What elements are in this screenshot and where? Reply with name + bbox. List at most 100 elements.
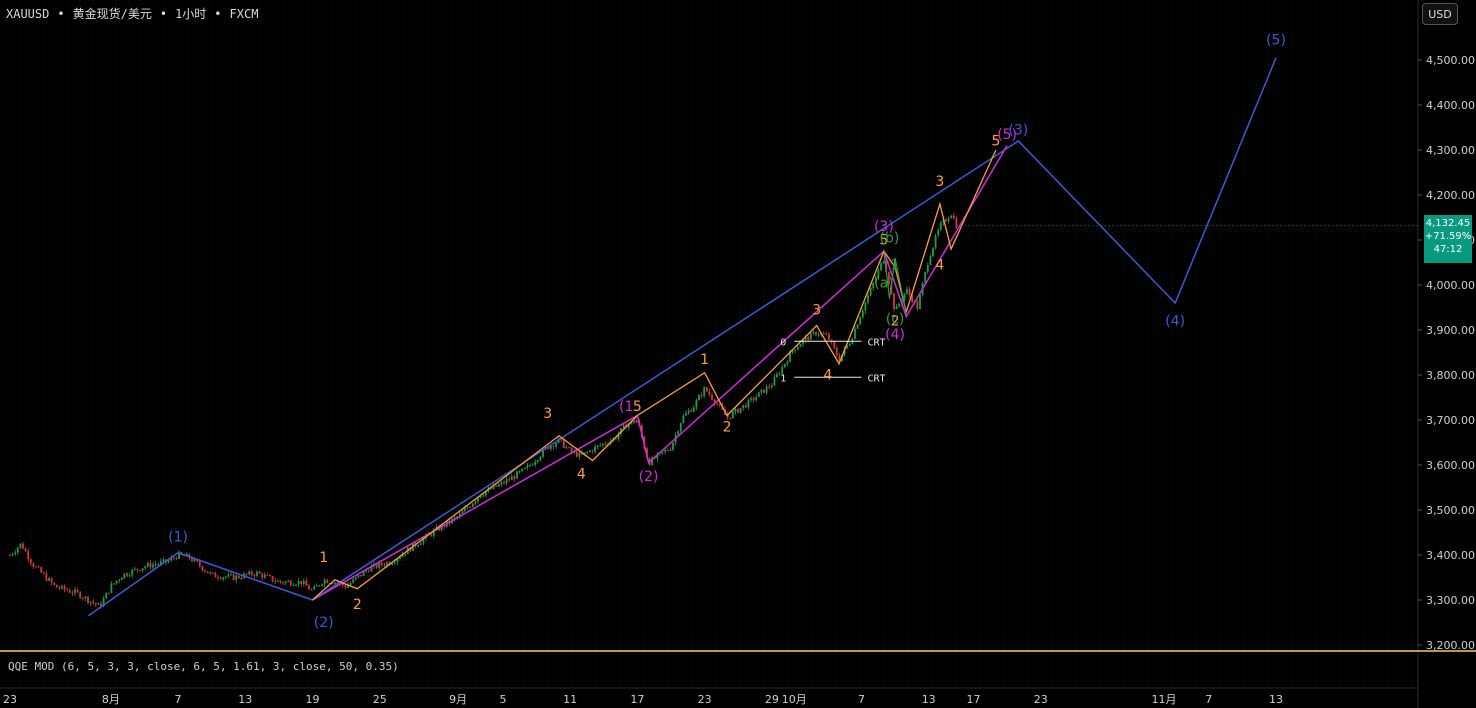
- candle-body: [292, 585, 295, 587]
- candle-body: [399, 557, 401, 559]
- wave-label: 4: [577, 467, 586, 483]
- candle-body: [781, 367, 784, 374]
- candle-body: [464, 508, 466, 512]
- candle-body: [297, 580, 300, 585]
- candle-body: [357, 575, 360, 578]
- candle-body: [916, 301, 919, 309]
- candle-body: [323, 579, 326, 585]
- x-tick-label: 23: [1034, 693, 1048, 706]
- y-tick-label: 4,400.00: [1426, 99, 1475, 112]
- candle-body: [89, 601, 92, 603]
- candle-body: [58, 587, 61, 589]
- crt-level-label: 0: [780, 337, 786, 348]
- candle-body: [682, 415, 685, 424]
- candle-body: [510, 476, 513, 480]
- candle-body: [302, 580, 305, 585]
- candle-body: [690, 410, 693, 412]
- candle-body: [799, 344, 802, 347]
- candle-body: [271, 575, 274, 582]
- candle-body: [274, 581, 277, 583]
- candle-body: [833, 341, 836, 348]
- candle-body: [596, 445, 599, 447]
- x-tick-label: 5: [499, 693, 506, 706]
- candle-body: [783, 364, 786, 368]
- candle-body: [237, 575, 240, 578]
- candle-body: [9, 555, 11, 556]
- candle-body: [146, 563, 149, 567]
- wave-label: (1): [168, 530, 188, 546]
- candle-body: [734, 408, 737, 412]
- candle-body: [334, 582, 336, 584]
- y-tick-label: 3,200.00: [1426, 639, 1475, 652]
- candle-body: [698, 395, 700, 401]
- price-change: +71.59%: [1424, 231, 1472, 242]
- wave-label: (a): [874, 275, 894, 291]
- bar-countdown: 47:12: [1433, 244, 1463, 255]
- candle-body: [531, 464, 534, 466]
- candle-body: [542, 449, 544, 457]
- candle-body: [461, 511, 464, 514]
- x-tick-label: 17: [630, 693, 644, 706]
- candle-body: [393, 562, 396, 564]
- candle-body: [924, 271, 927, 283]
- candle-body: [383, 565, 386, 567]
- candle-body: [835, 347, 838, 356]
- candle-body: [313, 586, 316, 590]
- candle-body: [159, 561, 162, 565]
- x-tick-label: 17: [967, 693, 981, 706]
- candle-body: [266, 574, 269, 576]
- candle-body: [867, 295, 869, 303]
- candle-body: [651, 457, 654, 466]
- candle-body: [100, 603, 102, 607]
- symbol-header[interactable]: XAUUSD • 黄金现货/美元 • 1小时 • FXCM: [6, 5, 258, 22]
- candle-body: [562, 439, 565, 448]
- candle-body: [503, 481, 505, 484]
- candle-body: [677, 431, 680, 435]
- candle-body: [513, 476, 516, 479]
- candle-body: [952, 215, 955, 219]
- symbol-name: 黄金现货/美元: [72, 7, 152, 21]
- currency-button[interactable]: USD: [1422, 3, 1458, 25]
- x-tick-label: 8月: [102, 693, 120, 706]
- candle-body: [466, 507, 469, 509]
- crt-label: CRT: [867, 337, 885, 348]
- candle-body: [726, 414, 729, 418]
- candle-body: [149, 563, 152, 568]
- wave-label: 2: [353, 597, 362, 613]
- candle-body: [326, 579, 329, 584]
- x-tick-label: 7: [175, 693, 182, 706]
- candle-body: [453, 517, 456, 519]
- candle-body: [599, 445, 602, 447]
- indicator-label[interactable]: QQE MOD (6, 5, 3, 3, close, 6, 5, 1.61, …: [8, 660, 399, 673]
- candle-body: [352, 579, 355, 583]
- candle-body: [685, 413, 687, 416]
- candle-body: [874, 277, 877, 283]
- candle-body: [222, 577, 225, 580]
- candle-body: [120, 577, 123, 580]
- candle-body: [731, 411, 734, 419]
- candle-body: [321, 584, 323, 586]
- candle-body: [570, 447, 573, 453]
- candle-body: [919, 294, 921, 309]
- candle-body: [812, 331, 815, 333]
- candle-body: [370, 566, 373, 572]
- candle-body: [386, 562, 388, 566]
- candle-body: [315, 585, 318, 587]
- y-tick-label: 3,400.00: [1426, 549, 1475, 562]
- interval-label: 1小时: [175, 7, 207, 21]
- x-tick-label: 13: [238, 693, 252, 706]
- wave-label: 4: [935, 257, 944, 273]
- candle-body: [666, 449, 669, 451]
- candle-body: [568, 447, 570, 449]
- wave-line: [312, 149, 997, 601]
- candle-body: [347, 585, 349, 588]
- candle-body: [362, 571, 365, 576]
- candle-body: [284, 581, 287, 584]
- candle-body: [718, 404, 721, 406]
- candle-body: [256, 571, 258, 576]
- candle-body: [50, 578, 53, 583]
- separator-dot: •: [214, 7, 222, 21]
- candle-body: [482, 495, 485, 497]
- wave-label: 2: [891, 314, 900, 330]
